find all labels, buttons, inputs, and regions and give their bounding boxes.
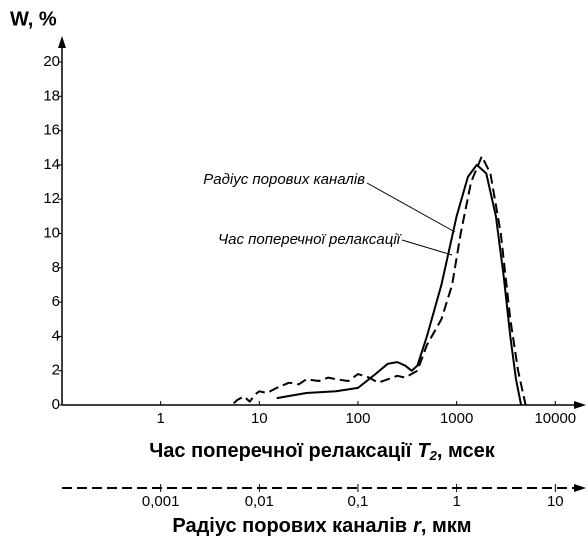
x-axis-label: Час поперечної релаксації T2, мсек (149, 440, 496, 463)
x2-label-unit: , мкм (421, 515, 472, 537)
x2-tick-label: 0,01 (245, 493, 274, 510)
y-tick-label: 4 (52, 327, 60, 344)
y-tick-label: 8 (52, 259, 60, 276)
y-tick-label: 6 (52, 293, 60, 310)
y-axis-arrow (58, 36, 66, 48)
y-tick-label: 10 (43, 224, 60, 241)
x2-tick-label: 0,001 (142, 493, 180, 510)
x2-label-text: Радіус порових каналів (172, 515, 407, 537)
annotation: Час поперечної релаксації (218, 231, 402, 248)
x-label-symbol: T (417, 440, 431, 462)
x-tick-label: 10 (251, 410, 268, 427)
series-line (233, 155, 527, 406)
y-tick-label: 0 (52, 396, 60, 413)
x2-label-symbol: r (413, 515, 422, 537)
x-label-unit: , мсек (437, 440, 496, 462)
y-tick-label: 20 (43, 53, 60, 70)
annotation: Радіус порових каналів (203, 171, 365, 188)
x2-tick-label: 10 (547, 493, 564, 510)
x-label-subscript: 2 (429, 448, 438, 463)
x2-tick-label: 1 (452, 493, 460, 510)
series-line (276, 163, 523, 406)
y-axis-label: W, % (10, 8, 57, 30)
x-label-text: Час поперечної релаксації (149, 440, 412, 462)
x2-axis-arrow (574, 484, 586, 492)
x-tick-label: 1000 (440, 410, 473, 427)
x-tick-label: 100 (345, 410, 370, 427)
y-tick-label: 16 (43, 122, 60, 139)
y-tick-label: 12 (43, 190, 60, 207)
x-tick-label: 10000 (534, 410, 576, 427)
y-tick-label: 2 (52, 362, 60, 379)
y-tick-label: 18 (43, 87, 60, 104)
leader-line (401, 239, 453, 256)
x2-axis-label: Радіус порових каналів r, мкм (172, 515, 471, 537)
y-tick-label: 14 (43, 156, 60, 173)
leader-line (366, 182, 456, 233)
x-axis-arrow (574, 401, 586, 409)
x-tick-label: 1 (156, 410, 164, 427)
x2-tick-label: 0,1 (348, 493, 369, 510)
